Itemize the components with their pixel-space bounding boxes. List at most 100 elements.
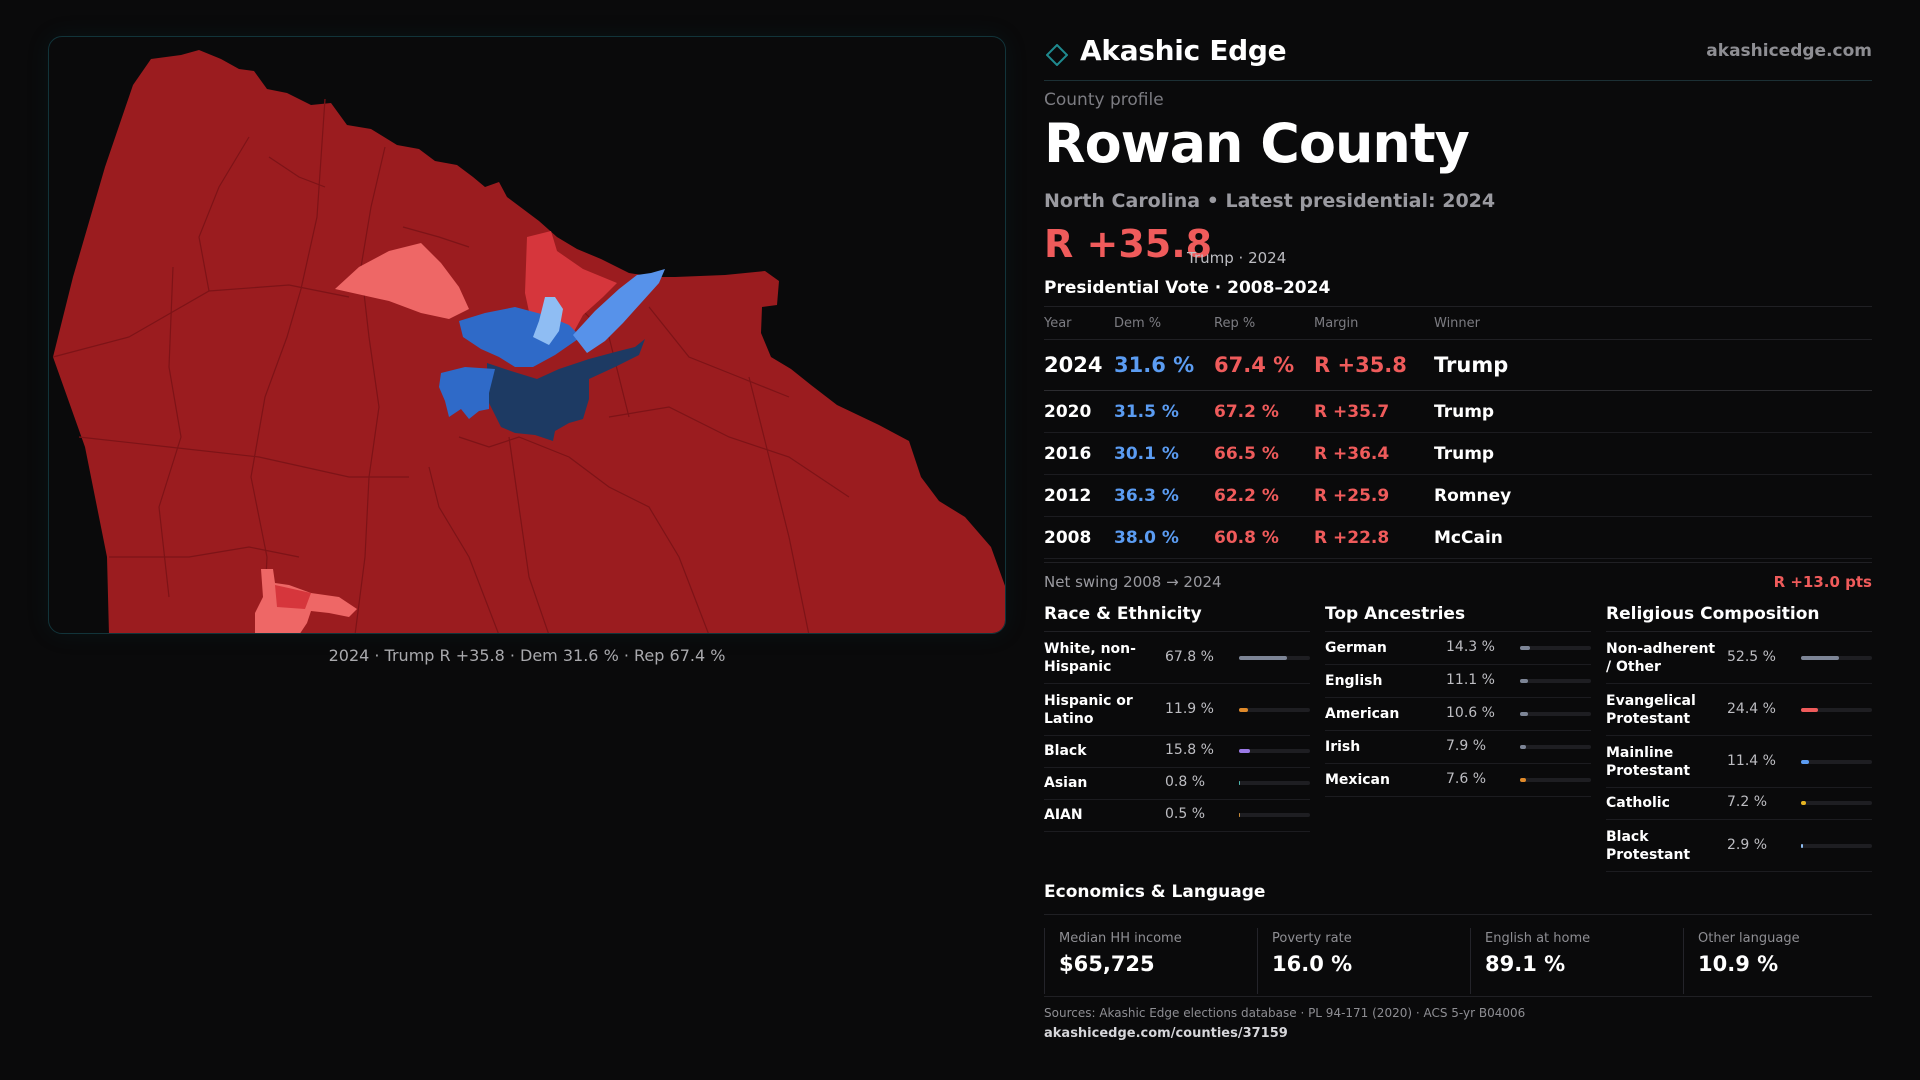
list-item: Black 15.8 % [1044, 736, 1310, 768]
precinct-light-dem[interactable] [533, 297, 563, 345]
share-bar-fill [1801, 760, 1809, 764]
list-item: Mainline Protestant 11.4 % [1606, 736, 1872, 788]
list-item: Black Protestant 2.9 % [1606, 820, 1872, 872]
item-percent: 0.8 % [1165, 774, 1206, 790]
item-percent: 11.9 % [1165, 701, 1214, 717]
share-bar [1239, 708, 1310, 712]
item-label: Catholic [1606, 795, 1670, 811]
precinct-tilt-rep[interactable] [335, 243, 469, 319]
precinct-map[interactable] [49, 37, 1006, 634]
row-winner: Trump [1434, 353, 1509, 377]
share-bar-fill [1801, 801, 1806, 805]
net-swing-row: Net swing 2008 → 2024 R +13.0 pts [1044, 562, 1872, 599]
page-subtitle: North Carolina • Latest presidential: 20… [1044, 190, 1496, 212]
table-row[interactable]: 2016 30.1 % 66.5 % R +36.4 Trump [1044, 433, 1872, 475]
page-title: Rowan County [1044, 112, 1470, 175]
item-label: White, non-Hispanic [1044, 641, 1136, 675]
share-bar-fill [1239, 749, 1251, 753]
col-year: Year [1044, 316, 1072, 331]
share-bar-fill [1520, 745, 1526, 749]
precinct-lean-rep-south[interactable] [275, 585, 311, 609]
item-label: American [1325, 706, 1400, 722]
share-bar [1520, 679, 1591, 683]
county-map[interactable] [48, 36, 1006, 634]
item-percent: 2.9 % [1727, 837, 1768, 853]
table-row[interactable]: 2020 31.5 % 67.2 % R +35.7 Trump [1044, 391, 1872, 433]
item-label: English [1325, 673, 1383, 689]
stat-card-income: Median HH income $65,725 [1044, 928, 1245, 994]
item-label: AIAN [1044, 807, 1083, 823]
share-bar [1520, 778, 1591, 782]
share-bar-fill [1520, 679, 1528, 683]
race-ethnicity-section: Race & Ethnicity White, non-Hispanic 67.… [1044, 600, 1310, 832]
stat-value: 16.0 % [1272, 952, 1353, 976]
row-rep: 66.5 % [1214, 444, 1279, 464]
share-bar-fill [1239, 656, 1288, 660]
page-url-link[interactable]: akashicedge.com/counties/37159 [1044, 1026, 1288, 1041]
row-margin: R +22.8 [1314, 528, 1390, 548]
precinct-tilt-dem[interactable] [573, 269, 665, 353]
item-percent: 7.6 % [1446, 771, 1487, 787]
row-year: 2012 [1044, 486, 1092, 506]
item-percent: 14.3 % [1446, 639, 1495, 655]
col-margin: Margin [1314, 316, 1359, 331]
row-winner: Trump [1434, 444, 1495, 464]
row-rep: 62.2 % [1214, 486, 1279, 506]
row-margin: R +35.7 [1314, 402, 1390, 422]
share-bar-fill [1520, 712, 1528, 716]
religion-section: Religious Composition Non-adherent / Oth… [1606, 600, 1872, 872]
net-swing-label: Net swing 2008 → 2024 [1044, 573, 1222, 591]
item-percent: 0.5 % [1165, 806, 1206, 822]
table-row[interactable]: 2024 31.6 % 67.4 % R +35.8 Trump [1044, 340, 1872, 391]
item-label: Evangelical Protestant [1606, 693, 1696, 727]
share-bar [1520, 745, 1591, 749]
stat-card-english: English at home 89.1 % [1470, 928, 1671, 994]
economics-title: Economics & Language [1044, 882, 1872, 915]
stat-label: Poverty rate [1272, 931, 1352, 946]
share-bar-fill [1801, 656, 1839, 660]
stat-value: $65,725 [1059, 952, 1155, 976]
headline-margin: R +35.8 [1044, 222, 1213, 266]
row-year: 2024 [1044, 353, 1103, 377]
share-bar-fill [1239, 781, 1241, 785]
item-percent: 11.1 % [1446, 672, 1495, 688]
stat-value: 10.9 % [1698, 952, 1779, 976]
col-dem: Dem % [1114, 316, 1162, 331]
share-bar-fill [1239, 813, 1241, 817]
sources-note: Sources: Akashic Edge elections database… [1044, 1006, 1526, 1020]
list-item: Asian 0.8 % [1044, 768, 1310, 800]
brand-name[interactable]: Akashic Edge [1080, 34, 1287, 67]
share-bar [1239, 656, 1310, 660]
stat-card-other-language: Other language 10.9 % [1683, 928, 1884, 994]
map-caption: 2024 · Trump R +35.8 · Dem 31.6 % · Rep … [328, 646, 726, 665]
row-dem: 38.0 % [1114, 528, 1179, 548]
stat-label: Other language [1698, 931, 1800, 946]
presidential-vote-table: Year Dem % Rep % Margin Winner 2024 31.6… [1044, 306, 1872, 559]
share-bar-fill [1520, 778, 1526, 782]
share-bar-fill [1239, 708, 1248, 712]
list-item: Evangelical Protestant 24.4 % [1606, 684, 1872, 736]
table-row[interactable]: 2008 38.0 % 60.8 % R +22.8 McCain [1044, 517, 1872, 559]
item-percent: 15.8 % [1165, 742, 1214, 758]
vote-table-header: Year Dem % Rep % Margin Winner [1044, 306, 1872, 340]
list-item: American 10.6 % [1325, 698, 1591, 731]
row-year: 2020 [1044, 402, 1092, 422]
page-eyebrow: County profile [1044, 90, 1164, 110]
row-rep: 67.2 % [1214, 402, 1279, 422]
share-bar [1801, 656, 1872, 660]
table-row[interactable]: 2012 36.3 % 62.2 % R +25.9 Romney [1044, 475, 1872, 517]
precinct-lean-dem-west[interactable] [439, 367, 495, 419]
share-bar-fill [1520, 646, 1530, 650]
item-percent: 24.4 % [1727, 701, 1776, 717]
stat-card-poverty: Poverty rate 16.0 % [1257, 928, 1458, 994]
county-profile-panel: Akashic Edge akashicedge.com County prof… [1044, 0, 1872, 1080]
row-winner: McCain [1434, 528, 1503, 548]
list-item: Non-adherent / Other 52.5 % [1606, 632, 1872, 684]
list-item: Hispanic or Latino 11.9 % [1044, 684, 1310, 736]
list-item: White, non-Hispanic 67.8 % [1044, 632, 1310, 684]
share-bar [1520, 646, 1591, 650]
item-percent: 11.4 % [1727, 753, 1776, 769]
brand-url-link[interactable]: akashicedge.com [1706, 41, 1872, 61]
religion-title: Religious Composition [1606, 600, 1872, 632]
precinct-strong-dem[interactable] [485, 339, 645, 441]
